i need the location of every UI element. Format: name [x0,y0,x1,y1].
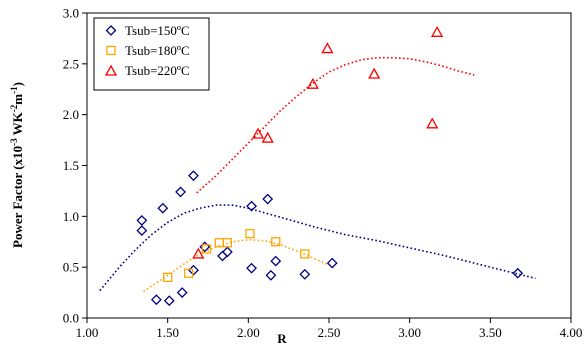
legend-marker-diamond [105,25,117,36]
data-point-square [271,237,281,247]
data-point-square [245,228,255,239]
data-point-diamond [188,170,199,182]
legend-label: Tsub=150ºC [125,23,190,38]
data-point-triangle [426,117,439,129]
x-tick-label: 1.50 [156,325,179,340]
data-point-triangle [368,67,381,79]
data-point-diamond [136,214,148,226]
legend-entry-150: Tsub=150ºC [105,23,190,38]
y-axis-title-part: ) [10,82,25,86]
data-point-square [201,244,212,254]
data-point-diamond [326,257,338,269]
y-axis-title-exp: -3 [9,138,19,146]
data-point-diamond [136,225,148,236]
y-tick-label: 3.0 [63,6,79,21]
data-point-triangle [306,77,319,89]
legend-marker-square [106,45,116,56]
data-point-diamond [265,269,277,281]
data-point-diamond [175,186,186,198]
data-point-triangle [192,247,205,259]
trendline [196,56,475,194]
data-point-diamond [512,267,524,279]
data-point-triangle [251,127,265,139]
y-tick-label: 2.5 [63,56,79,71]
data-point-diamond [221,246,233,258]
y-axis-title-exp: -1 [9,86,19,94]
x-tick-label: 3.50 [479,325,502,340]
data-point-diamond [299,268,311,280]
y-tick-label: 0.5 [63,260,79,275]
legend-label: Tsub=220ºC [125,63,190,78]
y-axis-title-part: m [10,94,25,105]
x-tick-label: 1.00 [76,325,99,340]
legend-marker-triangle [104,64,118,76]
data-point-diamond [246,262,257,274]
y-axis-title-exp: -2 [9,104,19,112]
data-markers [136,25,524,307]
data-point-triangle [430,25,444,37]
y-tick-label: 2.0 [63,107,79,122]
y-tick-label: 1.5 [63,158,79,173]
data-point-diamond [150,294,162,306]
data-point-diamond [246,200,257,212]
y-axis-ticks: 0.0 0.5 1.0 1.5 2.0 2.5 3.0 [63,6,87,326]
data-point-triangle [321,42,334,54]
y-axis-title: Power Factor (x10-3 WK-2m-1) [9,82,25,248]
x-tick-label: 3.00 [398,325,421,340]
legend-entry-180: Tsub=180ºC [106,43,190,58]
legend-entry-220: Tsub=220ºC [104,63,190,78]
data-point-triangle [261,131,274,143]
data-point-square [183,268,194,278]
data-point-square [163,272,173,282]
y-axis-title-part: Power Factor (x10 [10,146,25,248]
data-point-square [222,238,233,248]
legend: Tsub=150ºC Tsub=180ºC Tsub=220ºC [93,17,210,91]
data-point-diamond [157,202,169,214]
data-point-square [300,249,310,259]
data-point-diamond [163,295,175,307]
x-tick-label: 2.00 [237,325,260,340]
data-point-diamond [262,193,274,205]
legend-label: Tsub=180ºC [125,43,190,58]
x-axis-title: R [277,331,287,345]
x-axis-ticks: 1.00 1.50 2.00 2.50 3.00 3.50 4.00 [76,318,583,340]
data-point-diamond [270,255,282,267]
y-tick-label: 1.0 [63,209,79,224]
y-axis-title-part: WK [10,111,25,138]
x-tick-label: 4.00 [560,325,583,340]
data-point-diamond [176,287,188,299]
y-tick-label: 0.0 [63,311,79,326]
x-tick-label: 2.50 [318,325,341,340]
trendline [143,238,335,293]
